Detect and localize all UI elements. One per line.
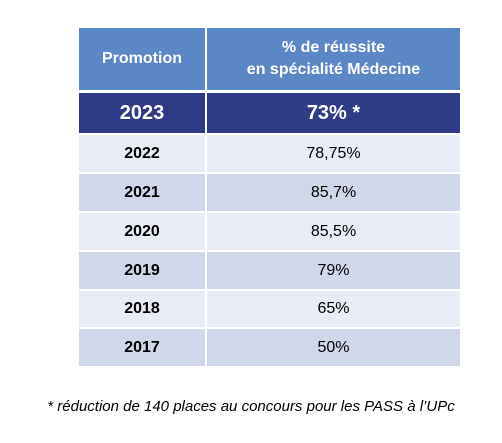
value-cell: 73% * [207, 93, 460, 133]
header-cell: Promotion [79, 28, 205, 90]
value-cell: 85,5% [207, 213, 460, 250]
year-cell: 2020 [79, 213, 205, 250]
value-cell: 79% [207, 252, 460, 289]
header-line: % de réussite [281, 39, 386, 56]
footnote: * réduction de 140 places au concours po… [47, 398, 455, 415]
year-cell: 2017 [79, 329, 205, 366]
year-cell: 2018 [79, 291, 205, 327]
value-cell: 50% [207, 329, 460, 366]
header-line: en spécialité Médecine [246, 61, 421, 78]
value-cell: 85,7% [207, 174, 460, 211]
year-cell: 2021 [79, 174, 205, 211]
value-cell: 78,75% [207, 135, 460, 172]
header-cell: % de réussite en spécialité Médecine [207, 28, 460, 90]
year-cell: 2022 [79, 135, 205, 172]
year-cell: 2023 [79, 93, 205, 133]
value-cell: 65% [207, 291, 460, 327]
year-cell: 2019 [79, 252, 205, 289]
